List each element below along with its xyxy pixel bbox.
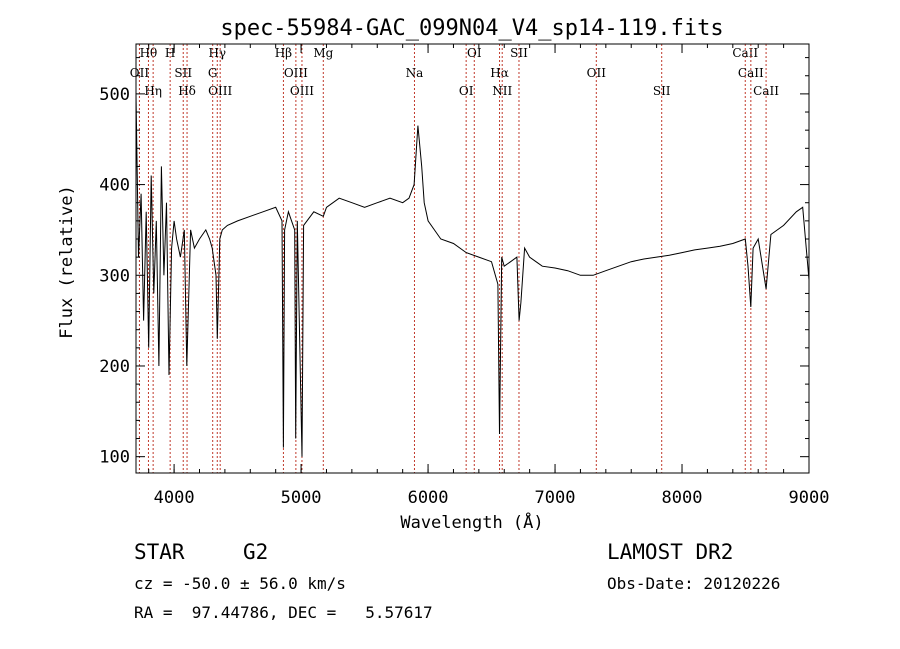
- line-marker-label: CaII: [753, 84, 779, 98]
- object-subclass: G2: [243, 540, 269, 564]
- line-marker-label: OII: [130, 66, 150, 80]
- y-tick-label: 500: [99, 85, 130, 105]
- line-marker-label: OIII: [208, 84, 232, 98]
- x-tick-label: 5000: [281, 488, 322, 508]
- line-marker-label: OIII: [290, 84, 314, 98]
- line-marker-label: OIII: [284, 66, 308, 80]
- y-tick-label: 300: [99, 266, 130, 286]
- y-tick-label: 100: [99, 448, 130, 468]
- survey-name: LAMOST DR2: [607, 540, 734, 564]
- x-tick-label: 6000: [408, 488, 449, 508]
- line-markers: Hθ OII Hη H SII Hδ Hγ G OIII Hβ OIII OIII Mg Na OI OI Hα…: [130, 44, 779, 473]
- spectrum-line: [135, 93, 810, 457]
- line-marker-label: G: [208, 66, 218, 80]
- line-marker-label: OI: [459, 84, 474, 98]
- plot-frame: [135, 43, 810, 474]
- line-marker-label: CaII: [732, 46, 758, 60]
- redshift-line: cz = -50.0 ± 56.0 km/s: [134, 574, 346, 593]
- line-marker-label: Hγ: [208, 46, 226, 60]
- x-tick-label: 7000: [535, 488, 576, 508]
- line-marker-label: Mg: [313, 46, 333, 60]
- obs-date: Obs-Date: 20120226: [607, 574, 781, 593]
- y-tick-label: 400: [99, 176, 130, 196]
- y-axis-label: Flux (relative): [57, 185, 77, 339]
- line-marker-label: Hα: [490, 66, 509, 80]
- line-marker-label: Hβ: [275, 46, 292, 60]
- line-marker-label: Hη: [144, 84, 162, 98]
- line-marker-label: H: [165, 46, 175, 60]
- line-marker-label: Hθ: [140, 46, 158, 60]
- x-tick-label: 9000: [789, 488, 830, 508]
- coordinates: RA = 97.44786, DEC = 5.57617: [134, 603, 433, 622]
- y-tick-label: 200: [99, 357, 130, 377]
- x-axis-label: Wavelength (Å): [400, 511, 543, 533]
- axis-ticks: 4000 5000 6000 7000 8000 9000 100 200 300 400 500: [99, 44, 829, 508]
- line-marker-label: SII: [653, 84, 671, 98]
- line-marker-label: OII: [587, 66, 607, 80]
- line-marker-label: NII: [492, 84, 512, 98]
- object-class: STAR: [134, 540, 185, 564]
- line-marker-label: Hδ: [178, 84, 196, 98]
- line-marker-label: OI: [467, 46, 482, 60]
- chart-title: spec-55984-GAC_099N04_V4_sp14-119.fits: [220, 16, 723, 41]
- line-marker-label: CaII: [738, 66, 764, 80]
- line-marker-label: SII: [510, 46, 528, 60]
- x-tick-label: 8000: [662, 488, 703, 508]
- line-marker-label: Na: [406, 66, 424, 80]
- line-marker-label: SII: [174, 66, 192, 80]
- x-tick-label: 4000: [154, 488, 195, 508]
